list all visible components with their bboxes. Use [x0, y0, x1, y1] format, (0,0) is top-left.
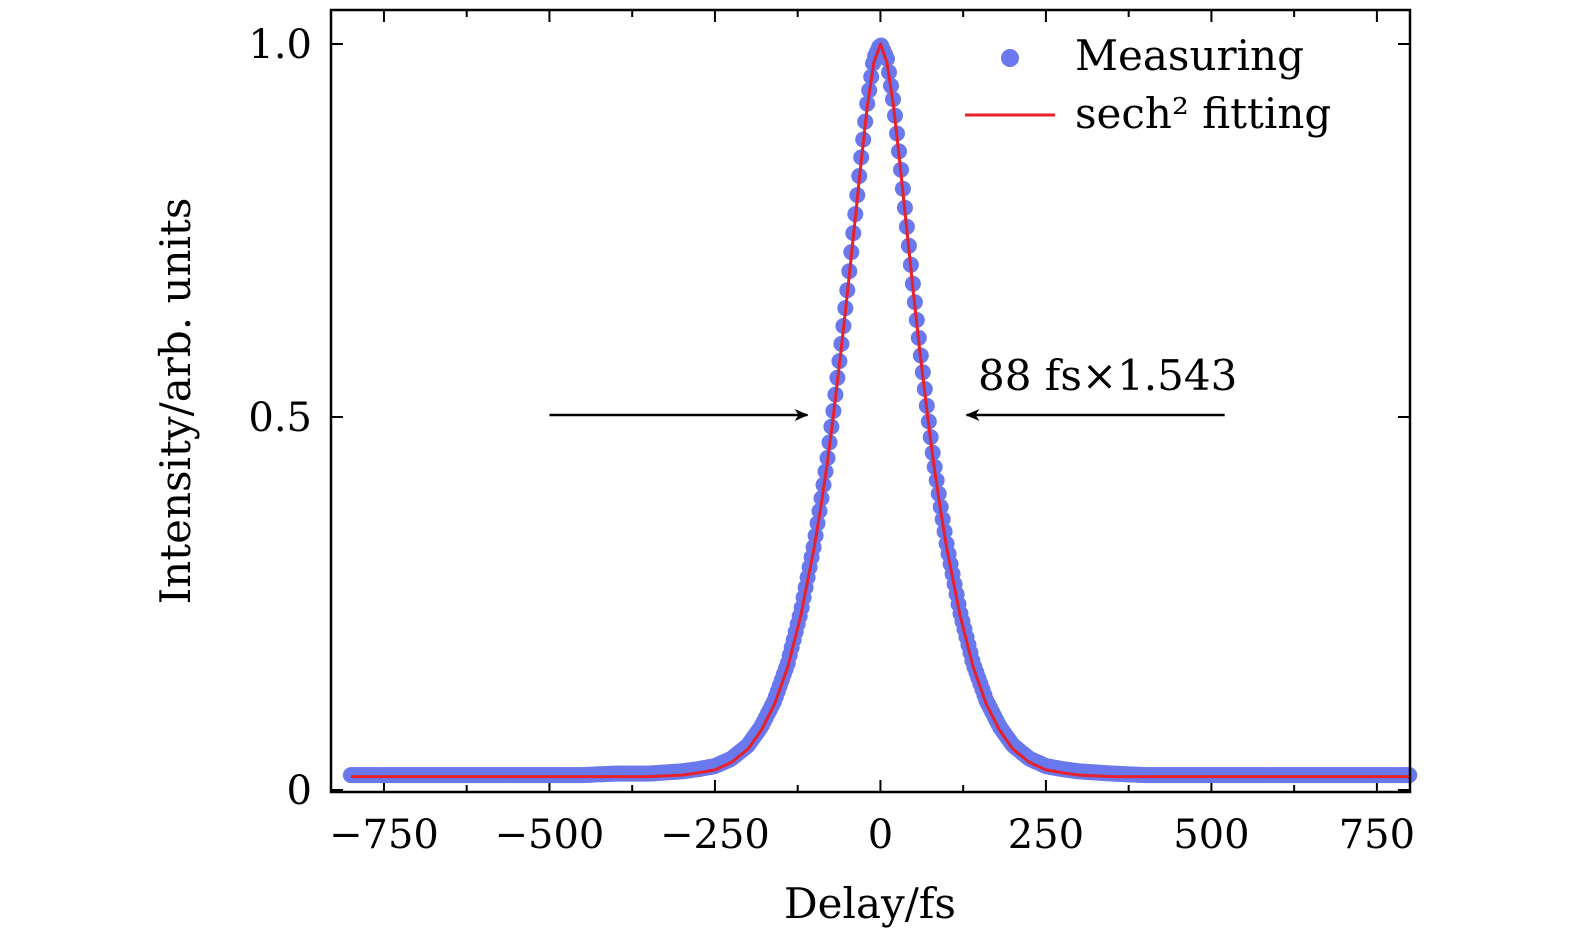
- series-layer: [342, 37, 1418, 784]
- x-tick-label: −750: [329, 812, 439, 858]
- y-axis-label: Intensity/arb. units: [151, 198, 200, 605]
- x-tick-label: −500: [495, 812, 605, 858]
- x-tick-label: 250: [1008, 812, 1084, 858]
- x-tick-label: −250: [660, 812, 770, 858]
- fwhm-annotation: 88 fs×1.543: [978, 351, 1237, 400]
- legend-marker-measuring: [1001, 49, 1019, 67]
- x-axis-label: Delay/fs: [784, 879, 956, 928]
- x-tick-label: 500: [1173, 812, 1249, 858]
- x-tick-label: 0: [868, 812, 893, 858]
- y-tick-label: 0.5: [248, 395, 312, 441]
- fit-line-sech2: [350, 42, 1410, 779]
- y-tick-label: 0: [287, 768, 312, 814]
- legend-label-measuring: Measuring: [1075, 31, 1304, 80]
- x-tick-label: 750: [1339, 812, 1415, 858]
- y-tick-label: 1.0: [248, 22, 312, 68]
- ticks-layer: −750 −500 −250 0 250 500 750 0 0.5 1.0: [248, 10, 1415, 858]
- legend: Measuring sech² fitting: [965, 31, 1331, 138]
- plot-frame: [329, 8, 1412, 794]
- legend-label-fitting: sech² fitting: [1075, 89, 1331, 138]
